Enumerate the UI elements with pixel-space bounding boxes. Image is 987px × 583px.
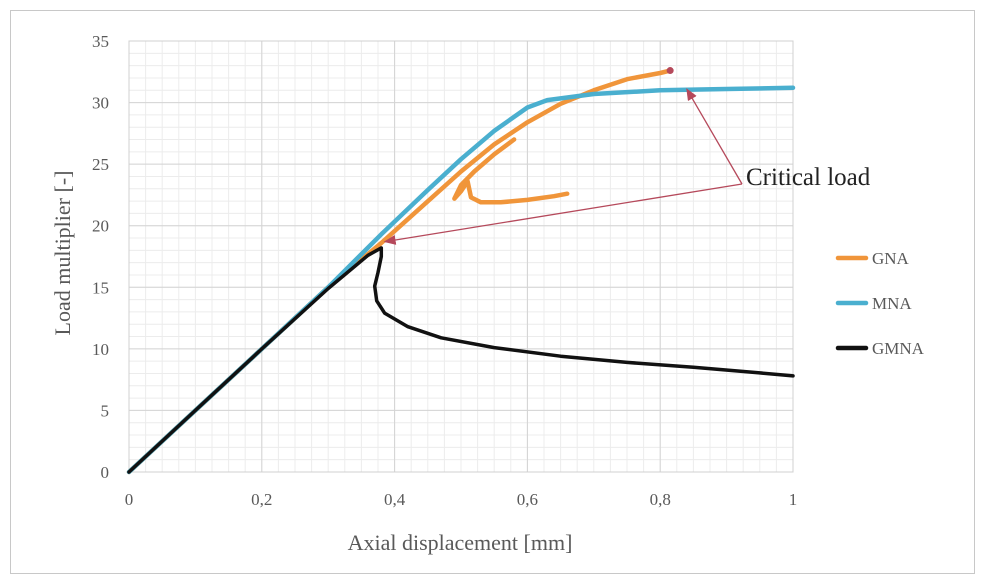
chart-frame	[10, 10, 975, 574]
series-line-gmna	[127, 246, 795, 474]
legend-label-gna: GNA	[872, 249, 910, 268]
x-tick-label: 0,2	[251, 490, 272, 509]
y-tick-label: 15	[92, 278, 109, 297]
y-tick-label: 5	[101, 401, 110, 420]
y-axis-ticks: 0 5 10 15 20 25 30 35	[92, 32, 109, 482]
y-tick-label: 25	[92, 155, 109, 174]
y-tick-label: 30	[92, 94, 109, 113]
x-tick-label: 1	[789, 490, 798, 509]
x-tick-label: 0,8	[650, 490, 671, 509]
x-tick-label: 0	[125, 490, 134, 509]
annotation-layer: Critical load	[383, 88, 871, 245]
x-tick-label: 0,6	[517, 490, 538, 509]
series-line-gna	[126, 68, 673, 475]
y-tick-label: 10	[92, 340, 109, 359]
x-tick-label: 0,4	[384, 490, 406, 509]
legend-label-gmna: GMNA	[872, 339, 925, 358]
gna-end-marker	[666, 67, 674, 75]
x-axis-ticks: 0 0,2 0,4 0,6 0,8 1	[125, 490, 798, 509]
y-tick-label: 20	[92, 217, 109, 236]
legend: GNA MNA GMNA	[835, 249, 925, 358]
y-axis-title: Load multiplier [-]	[50, 171, 75, 336]
plot-border	[128, 40, 794, 473]
minor-gridlines	[128, 40, 794, 473]
series-line-gna-unloading	[452, 137, 570, 205]
y-tick-label: 0	[101, 463, 110, 482]
annotation-arrow	[686, 88, 743, 185]
series-layer	[126, 67, 796, 475]
annotation-label: Critical load	[746, 164, 871, 191]
annotation-arrow	[383, 183, 743, 245]
x-axis-title: Axial displacement [mm]	[348, 530, 573, 555]
y-tick-label: 35	[92, 32, 109, 51]
plot-area	[128, 40, 794, 473]
legend-label-mna: MNA	[872, 294, 912, 313]
